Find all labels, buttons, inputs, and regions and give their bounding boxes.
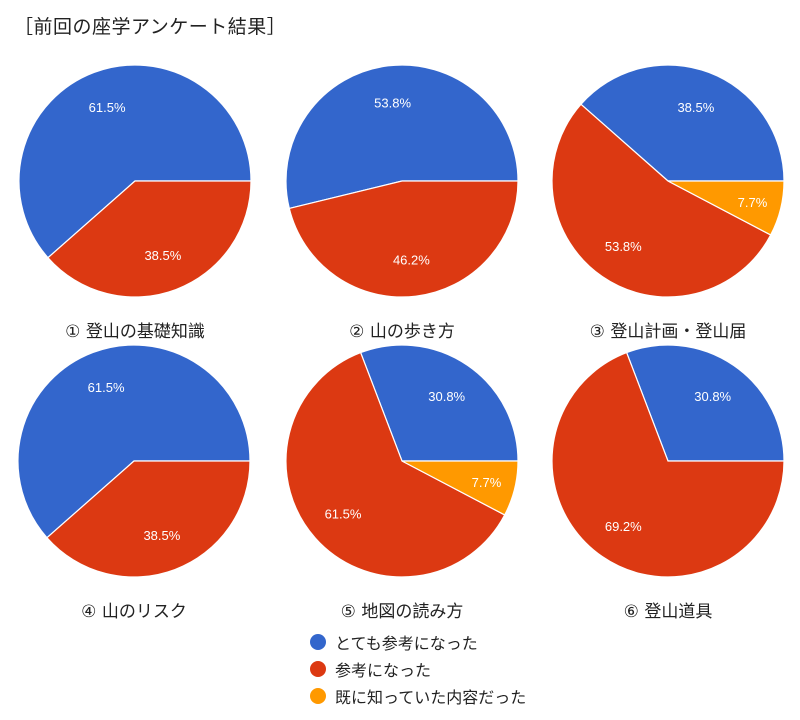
slice-percent-label: 7.7% [472,475,502,490]
pie-slice-already-known [401,460,519,516]
slice-percent-label: 61.5% [88,380,125,395]
legend-item-already-known: 既に知っていた内容だった [310,682,526,709]
pie-slice-useful [285,351,506,578]
chart-caption: ⑤ 地図の読み方 [341,602,464,622]
pie-slice-very-useful [580,64,785,182]
pie-slice-very-useful [625,344,785,462]
slice-percent-label: 53.8% [605,239,642,254]
pie-slice-useful [46,460,251,578]
legend-swatch [310,687,326,704]
pie-chart-2: 53.8% 46.2% ② 山の歩き方 [285,64,519,342]
legend-swatch [310,660,326,677]
pie-chart-4: 61.5% 38.5% ④ 山のリスク [17,344,251,622]
pie-chart-6: 30.8% 69.2% ⑥ 登山道具 [551,344,785,622]
page-title: ［前回の座学アンケート結果］ [14,16,287,38]
pie-slice-useful [551,351,785,578]
slice-percent-label: 30.8% [694,389,731,404]
pie-slice-useful [47,180,252,298]
pie-slice-useful [288,180,519,298]
pie-chart-5: 30.8% 61.5% 7.7% ⑤ 地図の読み方 [285,344,519,622]
slice-percent-label: 53.8% [374,96,411,111]
chart-caption: ④ 山のリスク [81,602,187,622]
chart-caption: ② 山の歩き方 [349,322,455,342]
legend-label: とても参考になった [335,633,478,653]
pie-slice-useful [551,103,772,298]
slice-percent-label: 61.5% [325,506,362,521]
slice-percent-label: 46.2% [393,252,430,267]
slice-percent-label: 69.2% [605,519,642,534]
chart-caption: ③ 登山計画・登山届 [590,322,747,342]
legend-label: 参考になった [335,660,432,680]
legend-item-useful: 参考になった [310,655,526,682]
slice-percent-label: 61.5% [89,100,126,115]
slice-percent-label: 7.7% [738,195,768,210]
slice-percent-label: 38.5% [143,528,180,543]
slice-percent-label: 30.8% [428,389,465,404]
chart-caption: ① 登山の基礎知識 [65,322,205,342]
chart-caption: ⑥ 登山道具 [624,602,713,622]
legend-swatch [310,633,326,650]
slice-percent-label: 38.5% [144,248,181,263]
legend-item-very-useful: とても参考になった [310,628,526,655]
legend-label: 既に知っていた内容だった [335,687,527,707]
legend: とても参考になった 参考になった既に知っていた内容だった [310,628,526,709]
pie-slice-very-useful [17,344,251,539]
pie-slice-very-useful [285,64,519,210]
pie-slice-very-useful [359,344,519,462]
pie-chart-1: 61.5% 38.5% ① 登山の基礎知識 [18,64,252,342]
pie-chart-3: 38.5% 53.8% 7.7% ③ 登山計画・登山届 [551,64,785,342]
slice-percent-label: 38.5% [677,100,714,115]
pie-slice-already-known [667,180,785,236]
pie-slice-very-useful [18,64,252,259]
